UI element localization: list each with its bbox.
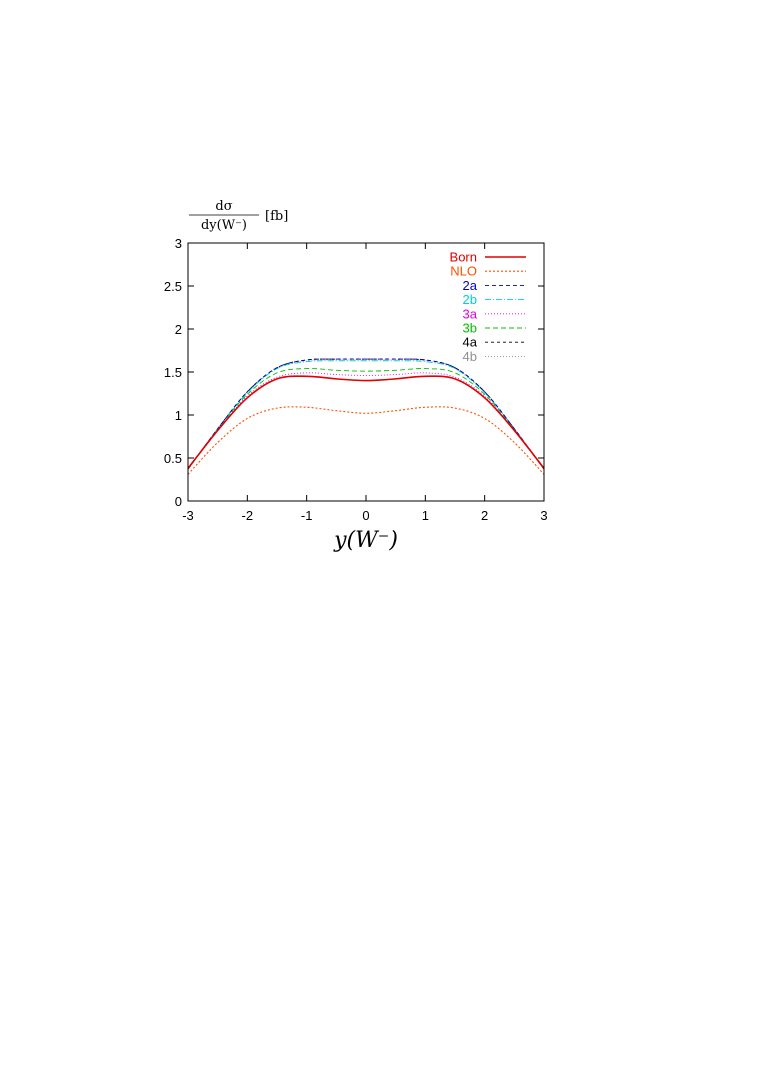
series-line-born (187, 375, 545, 469)
series-line-2a (187, 358, 545, 470)
y-axis-label: dσ dy(W⁻) [fb] (189, 199, 288, 233)
x-tick-label: -3 (182, 508, 194, 523)
series-line-nlo (187, 406, 545, 475)
legend-label-4b: 4b (463, 349, 477, 364)
x-tick-label: 1 (422, 508, 429, 523)
y-label-denominator: dy(W⁻) (201, 218, 247, 233)
x-tick-label: 0 (362, 508, 369, 523)
y-tick-label: 2 (175, 322, 182, 337)
legend-label-nlo: NLO (450, 264, 477, 279)
series-line-4b (187, 359, 545, 470)
y-label-numerator: dσ (215, 199, 232, 214)
series-line-2b (187, 360, 545, 470)
legend-label-3b: 3b (463, 321, 477, 336)
x-axis-label: y(W⁻) (333, 528, 398, 553)
series-line-4a (187, 358, 545, 470)
series-line-3a (187, 372, 545, 470)
x-tick-label: 3 (540, 508, 547, 523)
legend-label-4a: 4a (463, 335, 478, 350)
y-label-unit: [fb] (265, 209, 288, 224)
series-line-3b (187, 368, 545, 470)
x-tick-label: -1 (301, 508, 313, 523)
legend-label-2b: 2b (463, 292, 477, 307)
y-tick-label: 0 (175, 494, 182, 509)
y-tick-label: 1.5 (164, 365, 182, 380)
y-tick-label: 2.5 (164, 279, 182, 294)
y-tick-label: 3 (175, 236, 182, 251)
legend-label-3a: 3a (463, 306, 478, 321)
legend-label-born: Born (450, 250, 477, 265)
plot-frame (187, 242, 545, 502)
y-tick-label: 1 (175, 408, 182, 423)
x-tick-label: -2 (242, 508, 254, 523)
x-tick-label: 2 (481, 508, 488, 523)
y-tick-label: 0.5 (164, 451, 182, 466)
legend-label-2a: 2a (463, 278, 478, 293)
